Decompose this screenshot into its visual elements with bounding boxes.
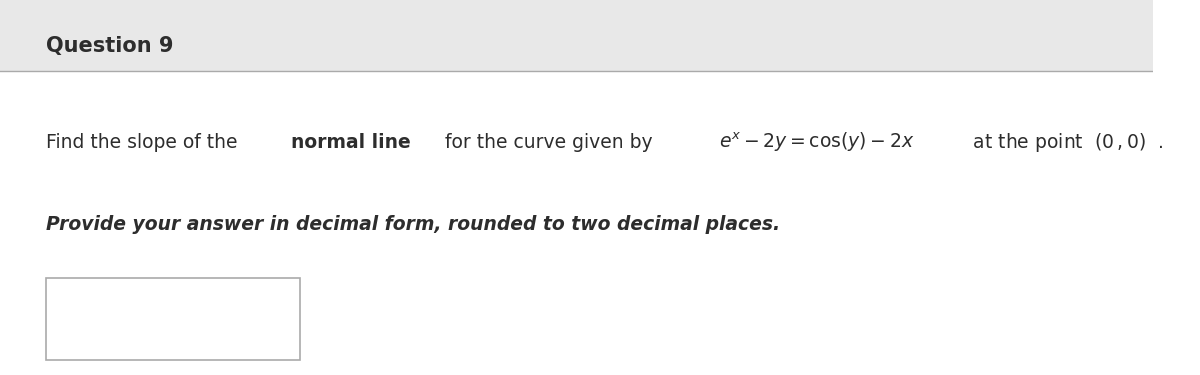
Text: $e^{x}-2y=\cos(y)-2x$: $e^{x}-2y=\cos(y)-2x$ xyxy=(719,131,914,154)
Text: for the curve given by: for the curve given by xyxy=(439,133,665,152)
Text: Provide your answer in decimal form, rounded to two decimal places.: Provide your answer in decimal form, rou… xyxy=(46,216,780,234)
Text: Question 9: Question 9 xyxy=(46,36,174,56)
FancyBboxPatch shape xyxy=(46,278,300,360)
Text: at the point  $(0\,,0)$  .: at the point $(0\,,0)$ . xyxy=(961,131,1163,154)
FancyBboxPatch shape xyxy=(0,0,1152,71)
Text: Find the slope of the: Find the slope of the xyxy=(46,133,244,152)
Text: normal line: normal line xyxy=(290,133,410,152)
